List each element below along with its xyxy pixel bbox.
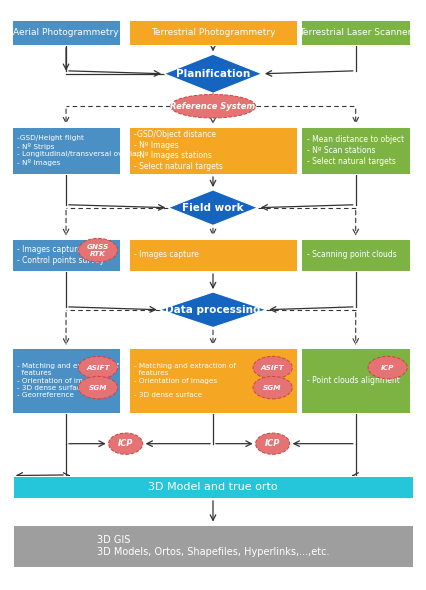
FancyBboxPatch shape — [302, 127, 410, 174]
Text: - Mean distance to object
- Nº Scan stations
- Select natural targets: - Mean distance to object - Nº Scan stat… — [307, 135, 403, 166]
FancyBboxPatch shape — [12, 127, 120, 174]
FancyBboxPatch shape — [302, 348, 410, 413]
Ellipse shape — [78, 238, 118, 262]
Text: SGM: SGM — [263, 385, 282, 391]
FancyBboxPatch shape — [129, 348, 297, 413]
Text: ICP: ICP — [381, 365, 394, 371]
Text: Reference System: Reference System — [170, 101, 256, 111]
Ellipse shape — [368, 356, 407, 379]
Text: - Scanning point clouds: - Scanning point clouds — [307, 250, 396, 260]
Text: -GSD/Height flight
- Nº Strips
- Longitudinal/transversal overlap
- Nº Images: -GSD/Height flight - Nº Strips - Longitu… — [17, 135, 141, 166]
Text: - Images capture
- Control points survey: - Images capture - Control points survey — [17, 245, 104, 265]
FancyBboxPatch shape — [129, 20, 297, 45]
FancyBboxPatch shape — [129, 238, 297, 271]
Text: ICP: ICP — [118, 439, 133, 448]
Polygon shape — [160, 292, 266, 327]
FancyBboxPatch shape — [302, 20, 410, 45]
Text: - Point clouds alignment: - Point clouds alignment — [307, 376, 400, 385]
FancyBboxPatch shape — [12, 20, 120, 45]
Ellipse shape — [253, 356, 292, 379]
Text: 3D GIS
3D Models, Ortos, Shapefiles, Hyperlinks,...,etc.: 3D GIS 3D Models, Ortos, Shapefiles, Hyp… — [97, 535, 329, 557]
FancyBboxPatch shape — [302, 238, 410, 271]
Text: Terrestrial Photogrammetry: Terrestrial Photogrammetry — [151, 28, 275, 37]
Text: Data processing: Data processing — [165, 305, 261, 314]
FancyBboxPatch shape — [12, 238, 120, 271]
Text: ICP: ICP — [265, 439, 280, 448]
FancyBboxPatch shape — [12, 348, 120, 413]
Text: -GSD/Object distance
- Nº Images
- Nº Images stations
- Select natural targets: -GSD/Object distance - Nº Images - Nº Im… — [134, 130, 223, 171]
Ellipse shape — [170, 94, 256, 118]
Ellipse shape — [256, 433, 290, 454]
Text: Field work: Field work — [182, 203, 244, 212]
Text: - Images capture: - Images capture — [134, 250, 199, 260]
FancyBboxPatch shape — [13, 476, 413, 498]
FancyBboxPatch shape — [13, 525, 413, 567]
Text: Planification: Planification — [176, 69, 250, 78]
Polygon shape — [164, 54, 262, 93]
Ellipse shape — [78, 356, 118, 379]
Text: - Matching and extraction of
  features
- Orientation of images

- 3D dense surf: - Matching and extraction of features - … — [134, 363, 236, 398]
Text: SGM: SGM — [89, 385, 107, 391]
Ellipse shape — [78, 376, 118, 399]
Text: 3D Model and true orto: 3D Model and true orto — [148, 482, 278, 491]
Ellipse shape — [109, 433, 143, 454]
Text: ASIFT: ASIFT — [261, 365, 285, 371]
FancyBboxPatch shape — [129, 127, 297, 174]
Text: Aerial Photogrammetry: Aerial Photogrammetry — [13, 28, 119, 37]
Text: GNSS
RTK: GNSS RTK — [87, 244, 109, 257]
Text: Terrestrial Laser Scanner: Terrestrial Laser Scanner — [299, 28, 412, 37]
Text: - Matching and extraction of
  features
- Orientation of images
- 3D dense surfa: - Matching and extraction of features - … — [17, 363, 118, 398]
Ellipse shape — [253, 376, 292, 399]
Text: ASIFT: ASIFT — [86, 365, 110, 371]
Polygon shape — [168, 190, 258, 225]
